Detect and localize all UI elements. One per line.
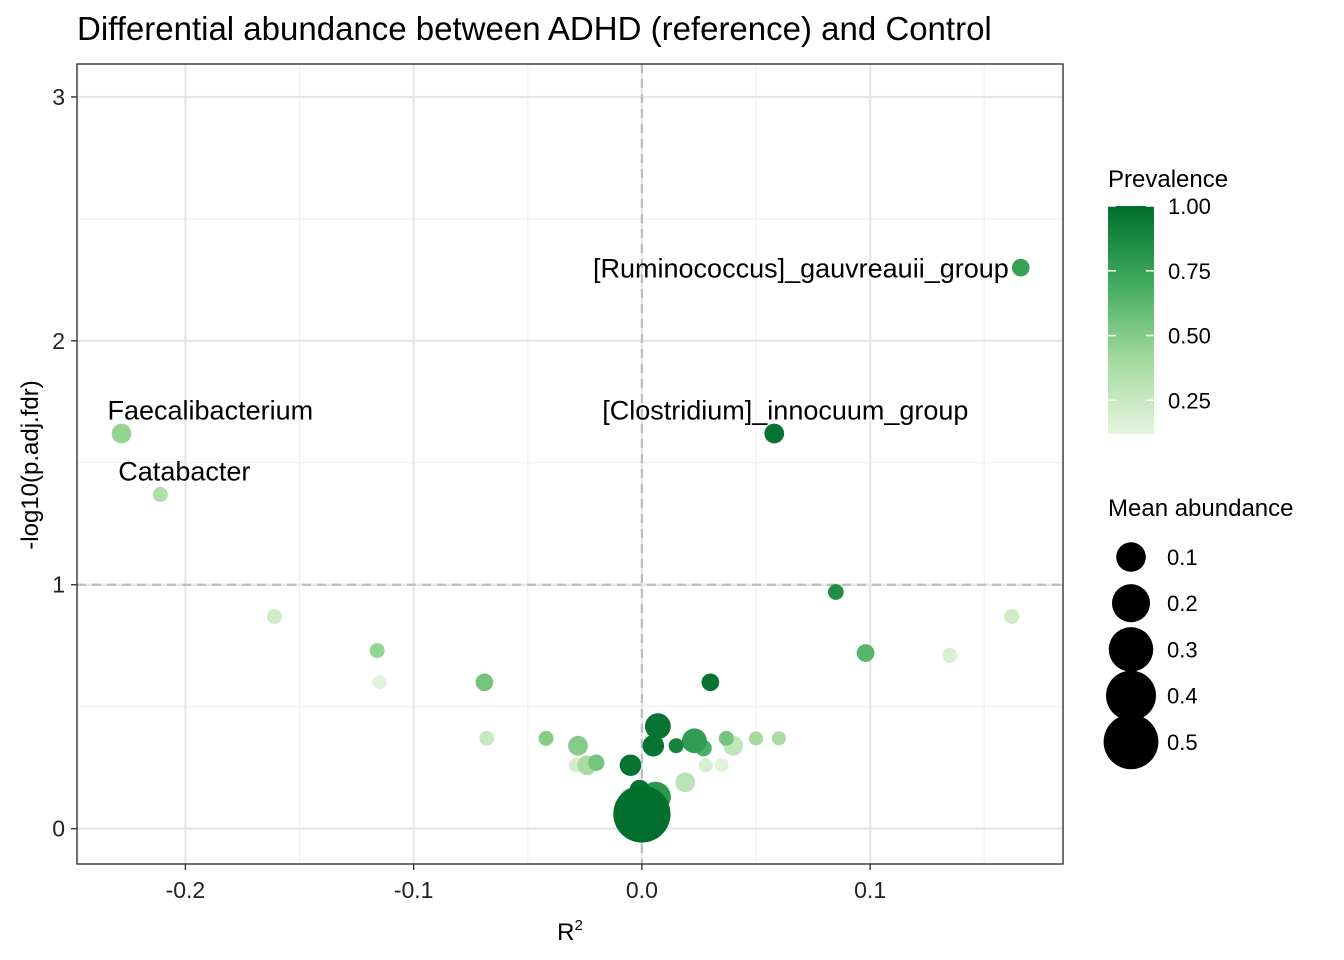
data-point bbox=[644, 713, 671, 740]
point-label: [Clostridium]_innocuum_group bbox=[602, 396, 968, 426]
y-tick-label: 3 bbox=[52, 84, 65, 110]
size-legend-label: 0.2 bbox=[1167, 591, 1198, 616]
data-point bbox=[681, 728, 707, 754]
data-point bbox=[266, 608, 282, 624]
y-axis: 0 1 2 3 bbox=[52, 84, 77, 842]
data-point bbox=[479, 730, 495, 746]
data-point bbox=[619, 754, 642, 776]
data-point bbox=[1011, 258, 1030, 277]
data-point bbox=[942, 647, 958, 663]
data-point bbox=[152, 486, 168, 502]
data-point bbox=[828, 584, 844, 600]
prevalence-legend-title: Prevalence bbox=[1108, 166, 1228, 193]
size-legend-dot bbox=[1116, 542, 1146, 572]
abundance-legend-title: Mean abundance bbox=[1108, 495, 1293, 522]
size-legend-dot bbox=[1103, 714, 1159, 770]
point-label: Faecalibacterium bbox=[108, 396, 314, 426]
data-point bbox=[475, 673, 494, 692]
data-point bbox=[642, 734, 665, 757]
data-point bbox=[1004, 608, 1020, 624]
size-legend-label: 0.3 bbox=[1167, 637, 1198, 662]
data-point bbox=[701, 673, 720, 692]
y-tick-label: 2 bbox=[52, 328, 65, 354]
data-point bbox=[369, 643, 385, 659]
x-tick-label: 0.0 bbox=[626, 877, 658, 903]
point-labels: [Ruminococcus]_gauvreauii_group [Clostrid… bbox=[108, 254, 1009, 487]
size-legend-label: 0.5 bbox=[1167, 730, 1198, 755]
point-label: [Ruminococcus]_gauvreauii_group bbox=[593, 254, 1009, 284]
size-legend-dot bbox=[1108, 627, 1154, 672]
y-tick-label: 0 bbox=[52, 816, 65, 842]
size-legend-label: 0.1 bbox=[1167, 545, 1198, 570]
plot-panel bbox=[76, 63, 1064, 865]
point-label: Catabacter bbox=[118, 456, 250, 486]
data-point bbox=[588, 754, 605, 772]
x-axis-label-base: R bbox=[557, 919, 574, 946]
data-point bbox=[714, 758, 729, 773]
data-point bbox=[111, 423, 132, 444]
data-point bbox=[372, 675, 387, 690]
y-axis-label: -log10(p.adj.fdr) bbox=[17, 380, 44, 549]
data-point bbox=[856, 644, 875, 662]
data-point bbox=[668, 738, 684, 754]
chart-title: Differential abundance between ADHD (ref… bbox=[77, 10, 992, 47]
x-tick-label: -0.1 bbox=[394, 877, 434, 903]
data-point bbox=[613, 785, 671, 843]
data-point bbox=[538, 730, 554, 746]
x-axis-label-superscript: 2 bbox=[575, 917, 583, 934]
abundance-legend: Mean abundance 0.1 0.2 0.3 0.4 0.5 bbox=[1103, 495, 1293, 770]
x-axis: -0.2 -0.1 0.0 0.1 bbox=[166, 864, 886, 903]
x-tick-label: 0.1 bbox=[854, 877, 886, 903]
data-points bbox=[111, 258, 1030, 843]
colorbar-label: 0.50 bbox=[1168, 324, 1211, 349]
x-axis-label: R2 bbox=[557, 917, 583, 946]
size-legend-dot bbox=[1106, 670, 1156, 721]
data-point bbox=[675, 772, 696, 793]
y-tick-label: 1 bbox=[52, 572, 65, 598]
colorbar-label: 0.75 bbox=[1168, 259, 1211, 284]
prevalence-colorbar bbox=[1108, 206, 1154, 434]
data-point bbox=[771, 731, 786, 746]
x-tick-label: -0.2 bbox=[166, 877, 206, 903]
panel-background bbox=[77, 64, 1063, 864]
data-point bbox=[764, 423, 785, 444]
panel-border bbox=[76, 63, 1064, 865]
size-legend-label: 0.4 bbox=[1167, 684, 1198, 709]
colorbar-label: 0.25 bbox=[1168, 388, 1211, 413]
colorbar-label: 1.00 bbox=[1168, 194, 1211, 219]
size-legend-dot bbox=[1111, 584, 1151, 623]
data-point bbox=[568, 735, 588, 756]
data-point bbox=[718, 730, 734, 746]
prevalence-legend: Prevalence 1.00 0.75 0.50 0.25 bbox=[1108, 166, 1228, 434]
data-point bbox=[748, 731, 764, 746]
data-point bbox=[698, 758, 713, 773]
